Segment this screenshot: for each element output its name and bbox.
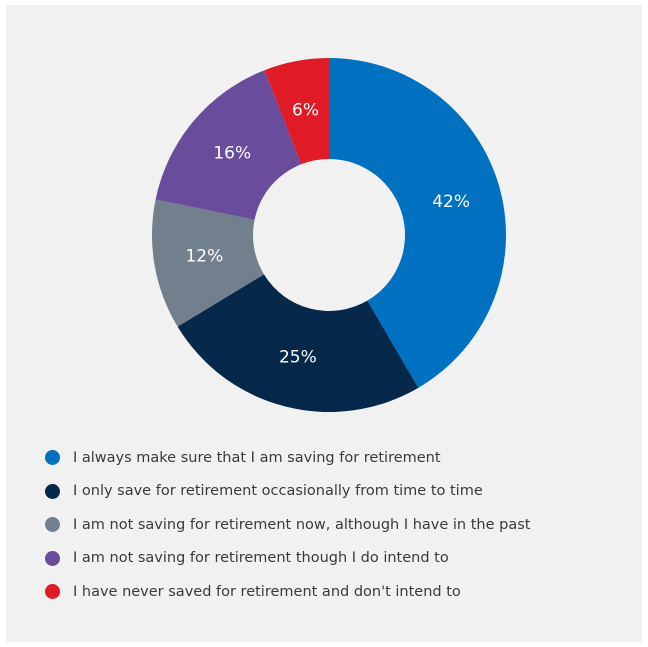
- legend-label: I am not saving for retirement now, alth…: [73, 516, 531, 533]
- donut-slice-1: [329, 58, 506, 388]
- donut-slice-3: [151, 199, 264, 327]
- legend-swatch: [45, 517, 60, 533]
- legend-swatch: [45, 450, 60, 466]
- slice-label-2: 25%: [279, 348, 317, 368]
- legend-item: I always make sure that I am saving for …: [45, 441, 530, 475]
- donut-slices: [151, 58, 506, 413]
- slice-label-1: 42%: [432, 192, 470, 212]
- legend-item: I only save for retirement occasionally …: [45, 475, 530, 509]
- slice-label-5: 6%: [292, 101, 319, 121]
- legend-item: I am not saving for retirement though I …: [45, 542, 530, 576]
- donut-chart: 42% 25% 12% 16% 6%: [151, 58, 506, 413]
- legend-item: I have never saved for retirement and do…: [45, 575, 530, 609]
- slice-label-3: 12%: [185, 247, 223, 267]
- legend-swatch: [45, 584, 60, 600]
- slice-labels: 42% 25% 12% 16% 6%: [185, 101, 470, 368]
- donut-slice-5: [264, 58, 329, 165]
- legend-label: I only save for retirement occasionally …: [73, 483, 483, 500]
- legend-label: I always make sure that I am saving for …: [73, 449, 441, 466]
- donut-slice-2: [177, 274, 419, 413]
- chart-legend: I always make sure that I am saving for …: [45, 441, 530, 609]
- donut-slice-4: [155, 70, 302, 220]
- legend-label: I am not saving for retirement though I …: [73, 550, 449, 567]
- legend-swatch: [45, 550, 60, 566]
- slice-label-4: 16%: [213, 144, 251, 164]
- legend-swatch: [45, 483, 60, 499]
- legend-item: I am not saving for retirement now, alth…: [45, 508, 530, 542]
- legend-label: I have never saved for retirement and do…: [73, 583, 461, 600]
